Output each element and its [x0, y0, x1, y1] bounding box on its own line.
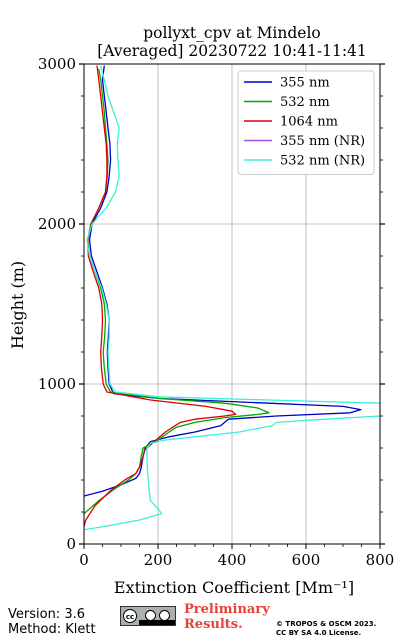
legend-box [237, 70, 375, 175]
x-tick-label: 200 [144, 551, 173, 569]
chart-title-line-1: pollyxt_cpv at Mindelo [143, 24, 321, 42]
y-tick-label: 3000 [38, 55, 76, 73]
cc-badge-bar [139, 620, 175, 625]
y-tick-label: 1000 [38, 375, 76, 393]
series-group [84, 65, 380, 531]
y-axis-label: Height (m) [8, 261, 27, 349]
series-line-2 [84, 65, 237, 527]
method-label: Method: Klett [8, 622, 96, 637]
legend-label-4: 532 nm (NR) [280, 154, 365, 169]
x-tick-label: 0 [79, 551, 89, 569]
preliminary-line-1: Preliminary [184, 602, 270, 617]
x-axis-label: Extinction Coefficient [Mm⁻¹] [114, 578, 354, 597]
legend-label-0: 355 nm [280, 76, 330, 91]
y-tick-label: 0 [66, 535, 76, 553]
legend-label-2: 1064 nm [280, 115, 338, 130]
preliminary-line-2: Results. [184, 617, 243, 632]
y-tick-label: 2000 [38, 215, 76, 233]
legend-label-1: 532 nm [280, 95, 330, 110]
version-label: Version: 3.6 [8, 607, 85, 622]
cc-license-logo: cc [120, 606, 176, 626]
legend-label-3: 355 nm (NR) [280, 134, 365, 149]
legend: 355 nm 532 nm 1064 nm 355 nm (NR) 532 nm (NR… [237, 70, 375, 175]
chart-title-line-2: [Averaged] 20230722 10:41-11:41 [97, 42, 367, 60]
series-line-4 [84, 65, 380, 531]
license-line-2: CC BY SA 4.0 License. [276, 629, 362, 637]
x-tick-label: 400 [218, 551, 247, 569]
x-tick-label: 600 [292, 551, 321, 569]
cc-icon: cc [123, 609, 137, 623]
x-tick-label: 800 [366, 551, 395, 569]
preliminary-results-label: Preliminary Results. [184, 602, 270, 632]
license-line-1: © TROPOS & OSCM 2023. [276, 620, 377, 628]
license-text: © TROPOS & OSCM 2023. CC BY SA 4.0 Licen… [276, 620, 376, 638]
